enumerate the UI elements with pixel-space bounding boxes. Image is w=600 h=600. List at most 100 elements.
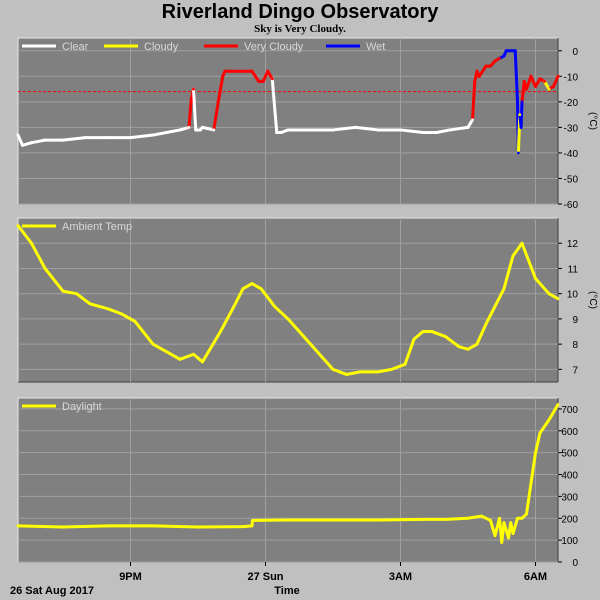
plot-area <box>17 37 559 205</box>
data-point <box>228 69 231 73</box>
data-point <box>556 403 560 406</box>
data-point <box>516 100 519 104</box>
data-point <box>221 74 225 78</box>
data-point <box>502 521 506 525</box>
data-point <box>466 516 470 520</box>
data-point <box>241 525 245 528</box>
data-point <box>201 125 204 129</box>
data-point <box>493 304 497 308</box>
data-point <box>457 345 461 349</box>
data-point <box>502 54 506 58</box>
y-axis-label: (°C) <box>587 291 598 309</box>
data-point <box>493 59 497 63</box>
series-segment-clear <box>178 125 191 132</box>
series-segment-clear <box>30 138 47 145</box>
series-segment-clear <box>192 87 198 132</box>
series-segment-clear <box>21 141 33 147</box>
data-point <box>309 342 312 346</box>
legend-label: Very Cloudy <box>244 41 304 53</box>
y-tick-label: -50 <box>564 174 579 185</box>
data-point <box>201 360 204 364</box>
data-point <box>16 224 20 227</box>
series-segment-clear <box>448 125 470 132</box>
x-tick-label: 3AM <box>389 571 412 583</box>
data-point <box>376 518 380 522</box>
y-tick-label: 200 <box>561 514 578 525</box>
data-point <box>376 370 380 374</box>
data-point <box>270 77 274 81</box>
data-point <box>309 128 312 132</box>
data-point <box>106 136 110 140</box>
series-segment-clear <box>151 130 168 137</box>
y-tick-label: 300 <box>561 492 578 503</box>
data-point <box>151 133 155 137</box>
series-segment-very-cloudy <box>261 69 270 83</box>
series-segment-wet <box>513 49 519 104</box>
data-point <box>500 540 504 544</box>
data-point <box>251 519 254 522</box>
data-point <box>475 342 479 346</box>
x-tick-label: 9PM <box>119 571 142 583</box>
data-point <box>376 128 380 132</box>
data-point <box>480 514 483 518</box>
series-segment-clear <box>270 77 279 134</box>
data-point <box>165 131 168 134</box>
data-point <box>534 451 537 455</box>
data-point <box>273 304 276 308</box>
data-point <box>518 113 522 117</box>
data-point <box>520 516 524 520</box>
data-point <box>484 322 488 326</box>
data-point <box>241 287 245 291</box>
data-point <box>61 138 65 142</box>
chart-subtitle: Sky is Very Cloudy. <box>254 23 346 35</box>
data-point <box>421 517 425 521</box>
data-point <box>493 534 497 538</box>
data-point <box>198 128 202 132</box>
data-point <box>120 312 123 316</box>
data-point <box>192 352 195 356</box>
data-point <box>430 330 434 333</box>
y-tick-label: 9 <box>572 315 578 326</box>
data-point <box>484 64 488 68</box>
y-tick-label: 0 <box>572 47 578 58</box>
chart-panel-2: 12 11 10 9 8 7 (°C) Ambient Temp <box>16 217 598 383</box>
data-point <box>552 85 555 88</box>
data-point <box>534 277 537 280</box>
data-point <box>477 74 481 78</box>
series-segment-very-cloudy <box>529 74 537 89</box>
data-point <box>250 282 254 285</box>
data-point <box>133 320 137 323</box>
data-point <box>502 287 506 291</box>
legend-label: Ambient Temp <box>62 221 132 233</box>
data-point <box>275 131 279 134</box>
data-point <box>16 524 20 528</box>
plot-area <box>17 397 559 563</box>
series-segment-very-cloudy <box>187 97 193 129</box>
data-point <box>529 74 533 78</box>
data-point <box>511 532 515 535</box>
data-point <box>88 302 92 306</box>
data-point <box>354 125 357 129</box>
y-tick-label: -20 <box>564 98 579 109</box>
data-point <box>525 87 528 91</box>
series-segment-clear <box>201 125 216 132</box>
x-axis-date-label: 26 Sat Aug 2017 <box>10 585 94 597</box>
data-point <box>61 289 65 293</box>
data-point <box>84 136 87 140</box>
data-point <box>21 143 24 147</box>
y-tick-label: 11 <box>568 264 579 275</box>
x-tick-label: 6AM <box>524 571 547 583</box>
data-point <box>331 367 335 371</box>
data-point <box>178 128 182 132</box>
legend-label: Daylight <box>62 401 102 413</box>
data-point <box>151 524 155 528</box>
series-segment-clear <box>165 128 182 134</box>
data-point <box>261 80 265 83</box>
series-segment-clear <box>129 133 155 140</box>
data-point <box>448 128 452 132</box>
data-point <box>331 518 335 522</box>
data-point <box>106 524 110 528</box>
legend-label: Cloudy <box>144 41 179 53</box>
data-point <box>189 97 193 101</box>
series-segment-clear <box>435 128 452 134</box>
